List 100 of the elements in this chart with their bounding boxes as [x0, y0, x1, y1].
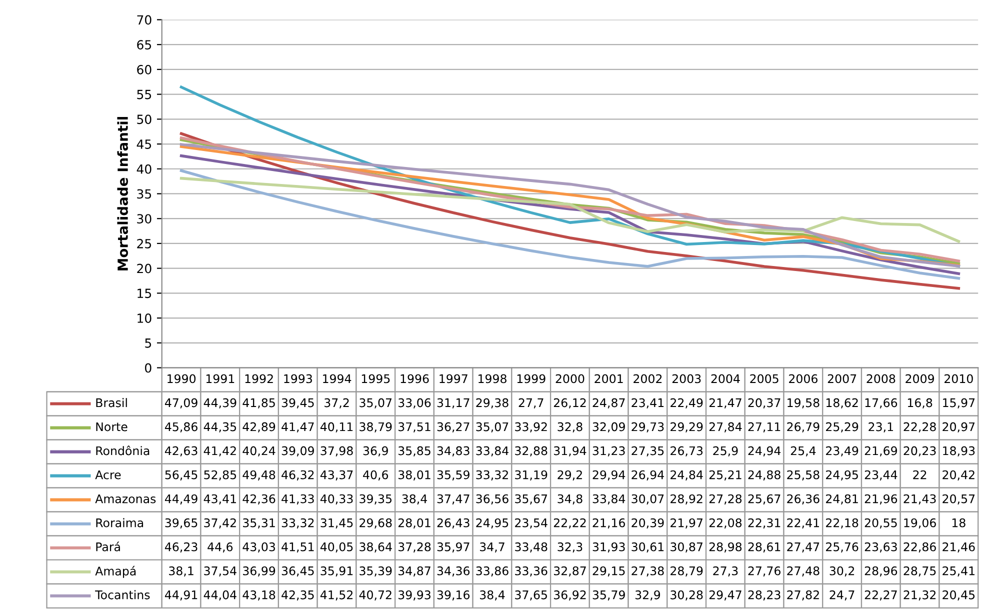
- data-label: 41,42: [204, 446, 236, 456]
- data-label: 36,92: [554, 590, 586, 601]
- data-label: 37,98: [320, 446, 353, 456]
- legend-label: Pará: [96, 542, 120, 552]
- data-label: 35,07: [476, 422, 508, 432]
- data-label: 35,31: [243, 518, 275, 528]
- data-label: 34,87: [398, 566, 430, 577]
- data-label: 24,95: [826, 470, 858, 480]
- data-label: 28,92: [670, 494, 702, 504]
- data-label: 43,18: [242, 590, 276, 601]
- data-label: 33,86: [476, 566, 508, 577]
- y-tick-label: 30: [137, 214, 152, 224]
- data-label: 31,93: [592, 542, 625, 552]
- data-label: 42,89: [242, 422, 276, 432]
- data-label: 28,98: [709, 542, 742, 552]
- data-label: 35,79: [592, 590, 625, 601]
- data-label: 39,93: [398, 590, 430, 601]
- data-label: 30,2: [830, 566, 854, 577]
- data-label: 38,4: [402, 494, 427, 504]
- x-tick-label: 2003: [672, 374, 701, 384]
- data-label: 43,41: [204, 494, 236, 504]
- data-label: 29,15: [592, 566, 625, 577]
- data-label: 31,94: [554, 446, 586, 456]
- x-tick-label: 2009: [906, 374, 934, 384]
- data-label: 21,32: [904, 590, 936, 601]
- x-tick-label: 1992: [245, 374, 273, 384]
- data-label: 32,9: [635, 590, 660, 601]
- data-label: 26,79: [787, 422, 820, 432]
- data-label: 23,63: [864, 542, 897, 552]
- data-label: 25,29: [826, 422, 858, 432]
- data-label: 34,8: [558, 494, 582, 504]
- data-label: 26,43: [437, 518, 470, 528]
- data-label: 41,85: [242, 398, 275, 408]
- y-tick-label: 70: [137, 15, 152, 25]
- x-tick-label: 2008: [866, 374, 896, 384]
- legend-label: Amazonas: [95, 494, 156, 504]
- data-label: 42,63: [164, 446, 198, 456]
- data-label: 38,01: [398, 470, 430, 480]
- data-label: 27,82: [787, 590, 819, 601]
- data-label: 31,17: [437, 398, 470, 408]
- data-label: 40,72: [359, 590, 392, 601]
- data-label: 23,1: [868, 422, 893, 432]
- data-label: 34,83: [437, 446, 470, 456]
- data-label: 36,9: [363, 446, 388, 456]
- data-label: 29,2: [558, 470, 582, 480]
- data-label: 29,68: [360, 518, 392, 528]
- legend-label: Norte: [96, 422, 128, 432]
- data-label: 35,07: [360, 398, 392, 408]
- data-label: 22: [913, 470, 926, 480]
- data-label: 24,81: [826, 494, 858, 504]
- data-label: 22,41: [787, 518, 820, 528]
- data-label: 37,54: [204, 566, 236, 577]
- data-label: 23,41: [632, 398, 664, 408]
- data-label: 24,84: [670, 470, 703, 480]
- y-tick-label: 60: [137, 64, 152, 74]
- data-label: 17,66: [865, 398, 898, 408]
- data-label: 26,12: [554, 398, 586, 408]
- data-label: 32,87: [554, 566, 586, 577]
- data-label: 35,39: [360, 566, 392, 577]
- data-label: 23,49: [826, 446, 858, 456]
- data-label: 33,32: [476, 470, 508, 480]
- data-label: 32,8: [558, 422, 582, 432]
- data-label: 39,35: [360, 494, 392, 504]
- data-label: 37,2: [324, 398, 349, 408]
- x-tick-label: 2006: [789, 374, 818, 384]
- data-label: 29,29: [670, 422, 703, 432]
- data-label: 29,73: [632, 422, 664, 432]
- data-label: 37,47: [437, 494, 470, 504]
- data-label: 27,76: [748, 566, 780, 577]
- data-label: 27,28: [709, 494, 742, 504]
- data-label: 32,09: [592, 422, 625, 432]
- y-tick-label: 50: [137, 114, 152, 124]
- data-label: 20,23: [904, 446, 936, 456]
- data-label: 44,91: [164, 590, 198, 601]
- data-label: 33,06: [398, 398, 431, 408]
- data-label: 25,4: [790, 446, 816, 456]
- data-label: 38,79: [360, 422, 392, 432]
- data-label: 34,36: [437, 566, 470, 577]
- data-label: 28,23: [748, 590, 780, 601]
- data-label: 33,36: [515, 566, 548, 577]
- x-tick-label: 1991: [206, 374, 234, 384]
- data-label: 22,49: [670, 398, 703, 408]
- data-label: 21,69: [864, 446, 897, 456]
- x-tick-label: 1995: [362, 374, 390, 384]
- data-label: 24,87: [592, 398, 625, 408]
- y-tick-label: 0: [145, 363, 152, 373]
- data-label: 43,03: [242, 542, 275, 552]
- data-label: 22,08: [709, 518, 742, 528]
- data-label: 29,94: [592, 470, 626, 480]
- data-label: 45,86: [164, 422, 198, 432]
- data-label: 19,06: [904, 518, 936, 528]
- data-label: 30,07: [632, 494, 664, 504]
- data-label: 22,22: [554, 518, 586, 528]
- y-tick-label: 25: [137, 238, 152, 248]
- data-label: 25,41: [942, 566, 974, 577]
- data-label: 24,95: [476, 518, 508, 528]
- y-axis-title: Mortalidade Infantil: [117, 117, 128, 270]
- data-label: 39,65: [165, 518, 198, 528]
- data-label: 44,49: [164, 494, 198, 504]
- data-label: 27,38: [632, 566, 664, 577]
